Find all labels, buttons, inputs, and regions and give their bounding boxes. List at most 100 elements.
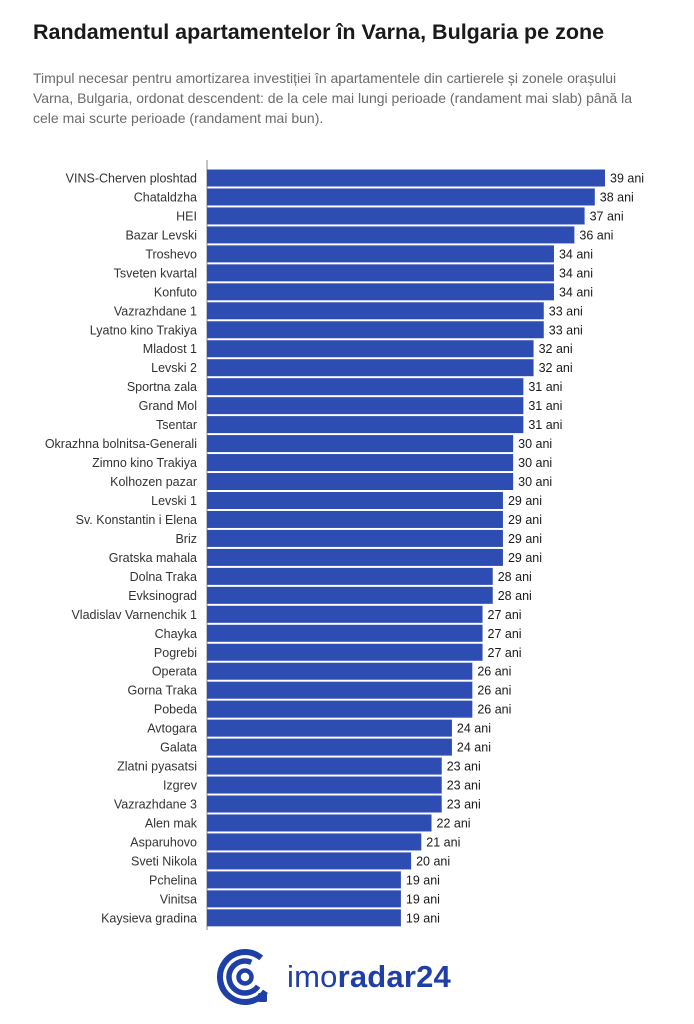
value-label: 32 ani <box>539 342 573 356</box>
bar-chart: VINS-Cherven ploshtad 39 ani Chataldzha 38 … <box>45 160 644 930</box>
category-label: Kaysieva gradina <box>101 911 197 925</box>
bar <box>207 605 483 623</box>
bar <box>207 890 401 908</box>
category-label: Levski 2 <box>151 361 197 375</box>
bar <box>207 567 493 585</box>
value-label: 27 ani <box>488 646 522 660</box>
bar <box>207 814 432 832</box>
bar <box>207 454 514 472</box>
bar <box>207 757 442 775</box>
bar <box>207 700 473 718</box>
category-label: Chataldzha <box>134 190 197 204</box>
value-label: 29 ani <box>508 532 542 546</box>
bar <box>207 397 524 415</box>
bar <box>207 283 554 301</box>
value-label: 30 ani <box>518 456 552 470</box>
category-label: Tsentar <box>156 418 197 432</box>
value-label: 29 ani <box>508 551 542 565</box>
bar <box>207 871 401 889</box>
category-label: Dolna Traka <box>130 570 197 584</box>
category-label: Kolhozen pazar <box>110 475 197 489</box>
category-label: Okrazhna bolnitsa-Generali <box>45 437 197 451</box>
bar <box>207 776 442 794</box>
category-label: Gratska mahala <box>109 551 197 565</box>
bar <box>207 169 605 187</box>
category-label: Sportna zala <box>127 380 197 394</box>
category-label: Vazrazhdane 3 <box>114 798 197 812</box>
category-label: Sv. Konstantin i Elena <box>76 513 197 527</box>
value-label: 23 ani <box>447 760 481 774</box>
bar <box>207 586 493 604</box>
bar <box>207 852 412 870</box>
category-label: Troshevo <box>145 247 197 261</box>
bar <box>207 909 401 927</box>
value-label: 37 ani <box>590 209 624 223</box>
category-label: VINS-Cherven ploshtad <box>66 172 197 186</box>
category-label: Chayka <box>155 627 197 641</box>
bar <box>207 738 452 756</box>
value-label: 30 ani <box>518 475 552 489</box>
category-label: Avtogara <box>147 722 197 736</box>
value-label: 38 ani <box>600 190 634 204</box>
value-label: 27 ani <box>488 608 522 622</box>
value-label: 27 ani <box>488 627 522 641</box>
value-label: 19 ani <box>406 892 440 906</box>
bar <box>207 719 452 737</box>
bar <box>207 188 595 206</box>
value-label: 39 ani <box>610 172 644 186</box>
category-label: Pchelina <box>149 873 197 887</box>
bar <box>207 435 514 453</box>
category-label: Vazrazhdane 1 <box>114 304 197 318</box>
bar <box>207 226 575 244</box>
chart-subtitle: Timpul necesar pentru amortizarea invest… <box>33 70 632 126</box>
category-label: Konfuto <box>154 285 197 299</box>
value-label: 26 ani <box>477 703 511 717</box>
category-label: Vinitsa <box>160 892 197 906</box>
value-label: 32 ani <box>539 361 573 375</box>
category-label: Galata <box>160 741 197 755</box>
value-label: 22 ani <box>437 816 471 830</box>
bar <box>207 662 473 680</box>
value-label: 21 ani <box>426 835 460 849</box>
value-label: 30 ani <box>518 437 552 451</box>
bar <box>207 378 524 396</box>
category-label: Gorna Traka <box>128 684 198 698</box>
category-label: Tsveten kvartal <box>114 266 197 280</box>
value-label: 26 ani <box>477 684 511 698</box>
category-label: Alen mak <box>145 816 198 830</box>
bar <box>207 321 544 339</box>
value-label: 26 ani <box>477 665 511 679</box>
value-label: 33 ani <box>549 323 583 337</box>
category-label: Zimno kino Trakiya <box>92 456 197 470</box>
value-label: 36 ani <box>579 228 613 242</box>
value-label: 34 ani <box>559 247 593 261</box>
value-label: 31 ani <box>528 418 562 432</box>
value-label: 29 ani <box>508 494 542 508</box>
value-label: 33 ani <box>549 304 583 318</box>
bar <box>207 529 503 547</box>
value-label: 31 ani <box>528 380 562 394</box>
category-label: Sveti Nikola <box>131 854 197 868</box>
category-label: Pobeda <box>154 703 197 717</box>
value-label: 29 ani <box>508 513 542 527</box>
bar <box>207 359 534 377</box>
category-label: Levski 1 <box>151 494 197 508</box>
bar <box>207 473 514 491</box>
value-label: 28 ani <box>498 589 532 603</box>
category-label: Grand Mol <box>139 399 197 413</box>
bar <box>207 643 483 661</box>
value-label: 24 ani <box>457 722 491 736</box>
value-label: 23 ani <box>447 779 481 793</box>
bar <box>207 681 473 699</box>
value-label: 28 ani <box>498 570 532 584</box>
category-label: Evksinograd <box>128 589 197 603</box>
bar <box>207 207 585 225</box>
value-label: 24 ani <box>457 741 491 755</box>
value-label: 20 ani <box>416 854 450 868</box>
value-label: 19 ani <box>406 873 440 887</box>
value-label: 34 ani <box>559 266 593 280</box>
bar <box>207 491 503 509</box>
value-label: 19 ani <box>406 911 440 925</box>
category-label: Lyatno kino Trakiya <box>90 323 197 337</box>
category-label: Bazar Levski <box>125 228 197 242</box>
